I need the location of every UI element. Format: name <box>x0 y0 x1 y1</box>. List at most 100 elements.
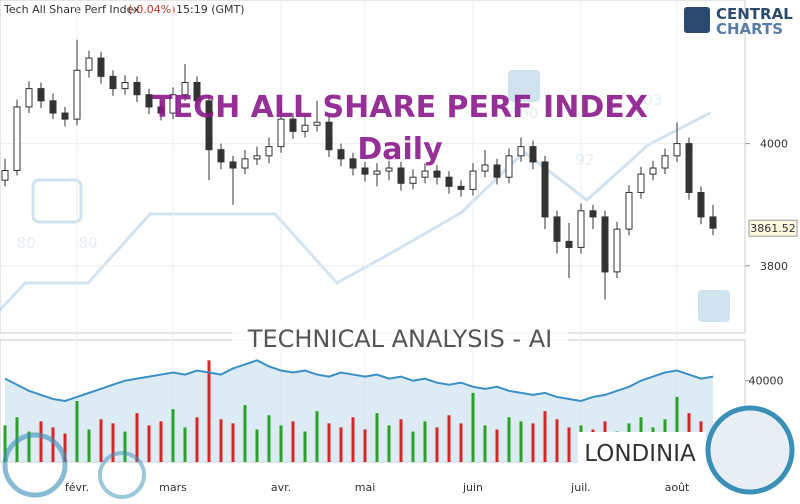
overlay-period: Daily <box>357 132 443 167</box>
candle-body <box>313 121 321 126</box>
candle-body <box>421 170 429 178</box>
price-panel <box>0 0 746 334</box>
volume-bar <box>411 431 415 462</box>
candle-body <box>1 169 9 181</box>
watermark-icon <box>698 290 730 322</box>
volume-bar <box>27 431 31 462</box>
candle-body <box>277 118 285 148</box>
candle-body <box>337 149 345 160</box>
header-name: Tech All Share Perf Index <box>3 3 140 16</box>
logo-text: CENTRAL <box>716 5 793 23</box>
indicator-area <box>5 360 713 462</box>
candle-body <box>541 161 549 218</box>
volume-bar <box>303 431 307 462</box>
x-tick-label: août <box>665 481 690 494</box>
candle-body <box>133 81 141 96</box>
volume-bar <box>183 427 187 462</box>
watermark-icon <box>508 70 540 102</box>
watermark-number: 92 <box>575 151 594 169</box>
volume-bar <box>231 423 235 462</box>
last-price: 3861.52 <box>750 222 796 235</box>
y-tick-label: 3800 <box>760 260 788 273</box>
x-tick-label: mai <box>355 481 376 494</box>
candle-body <box>433 170 441 178</box>
indicator-line <box>4 359 714 403</box>
candle-body <box>265 146 273 157</box>
candle-body <box>649 167 657 175</box>
volume-bar <box>423 421 427 462</box>
candle-body <box>481 164 489 172</box>
candle-body <box>637 173 645 193</box>
candle-body <box>613 228 621 273</box>
watermark: 80 80 92 103 100 <box>0 70 730 322</box>
candle-body <box>373 170 381 175</box>
volume-bar <box>207 360 211 462</box>
candle-body <box>709 216 717 229</box>
candle-body <box>181 81 189 96</box>
candle-body <box>589 210 597 218</box>
candle-body <box>409 176 417 184</box>
x-tick-label: avr. <box>271 481 291 494</box>
logo-icon <box>684 7 710 33</box>
candle-body <box>289 118 297 132</box>
volume-bar <box>447 415 451 462</box>
banner-bg <box>232 320 568 352</box>
candle-body <box>145 94 153 108</box>
watermark-line <box>0 111 711 312</box>
volume-bar <box>567 427 571 462</box>
volume-bar <box>87 429 91 462</box>
watermark-number: 103 <box>634 91 663 109</box>
header-change: (-0.04%) <box>128 3 176 16</box>
overlay-title: TECH ALL SHARE PERF INDEX <box>152 90 648 125</box>
volume-bar <box>387 425 391 462</box>
volume-bar <box>483 425 487 462</box>
candle-body <box>625 191 633 230</box>
volume-bar <box>51 427 55 462</box>
candle-body <box>685 143 693 193</box>
volume-bar <box>147 425 151 462</box>
candle-body <box>697 191 705 218</box>
volume-bar <box>111 423 115 462</box>
candle-body <box>49 100 57 114</box>
volume-bar <box>471 392 475 462</box>
y-tick-label: 40000 <box>749 375 784 388</box>
volume-bar <box>243 405 247 462</box>
volume-bar <box>219 419 223 462</box>
volume-bar <box>399 419 403 462</box>
candle-body <box>253 155 261 160</box>
x-tick-label: juin <box>462 481 483 494</box>
candle-body <box>661 155 669 169</box>
candle-body <box>565 240 573 248</box>
candle-body <box>361 167 369 175</box>
volume-bar <box>135 413 139 462</box>
candle-body <box>577 210 585 248</box>
nav-icon <box>2 432 68 498</box>
volume-bar <box>123 431 127 462</box>
watermark-icon <box>31 178 83 224</box>
last-price-box <box>748 219 798 237</box>
volume-bar <box>507 417 511 462</box>
candle-body <box>301 124 309 132</box>
avatar <box>705 405 795 495</box>
candle-body <box>517 146 525 157</box>
candle-body <box>61 112 69 120</box>
volume-bar <box>291 421 295 462</box>
candle-body <box>121 81 129 90</box>
x-tick-label: mars <box>159 481 187 494</box>
volume-bar <box>315 411 319 462</box>
volume-bar <box>279 425 283 462</box>
candle-body <box>205 100 213 151</box>
volume-bar <box>255 429 259 462</box>
candle-body <box>241 158 249 169</box>
brand: LONDINIA <box>584 441 696 467</box>
volume-bar <box>375 413 379 462</box>
volume-bar <box>327 423 331 462</box>
candle-body <box>325 121 333 151</box>
candle-body <box>493 164 501 178</box>
volume-bar <box>675 396 679 462</box>
volume-bar <box>495 429 499 462</box>
volume-bar <box>351 417 355 462</box>
brand-bg <box>578 432 706 468</box>
volume-bar <box>339 427 343 462</box>
candle-body <box>397 167 405 184</box>
